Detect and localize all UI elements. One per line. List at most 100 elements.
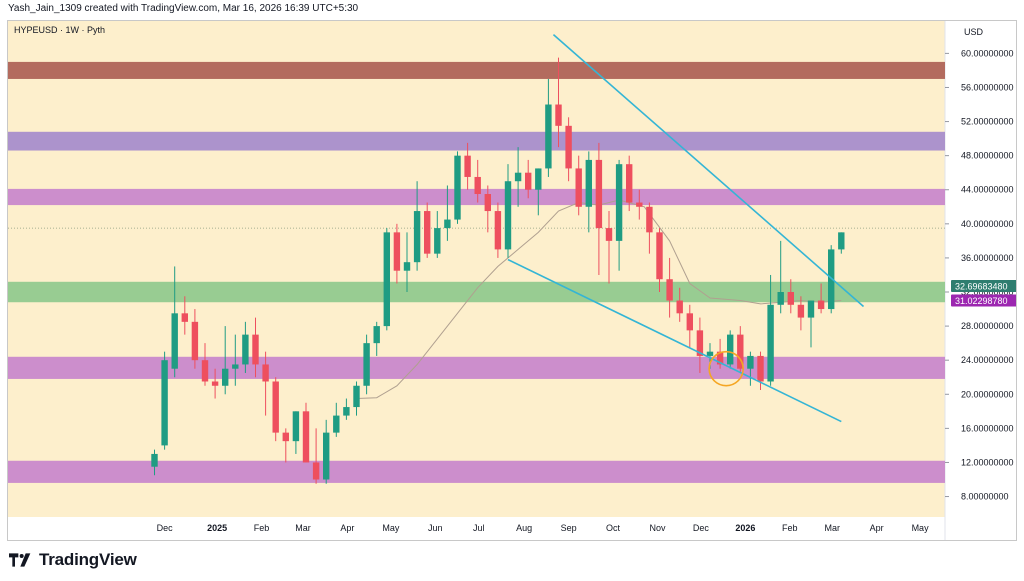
y-tick-label: 40.00000000 (961, 219, 1014, 229)
candle-body (211, 381, 219, 386)
x-tick-label: Mar (295, 523, 311, 533)
candle (413, 181, 421, 271)
y-tick-label: 20.00000000 (961, 389, 1014, 399)
candle (474, 159, 481, 203)
candle-body (656, 232, 663, 280)
tradingview-logo[interactable]: TradingView (9, 550, 137, 570)
candle-body (504, 181, 512, 250)
y-tick-label: 56.00000000 (961, 82, 1014, 92)
price-badge: 32.69683480 (951, 280, 1016, 293)
candle-body (343, 407, 350, 416)
candle-body (424, 211, 431, 254)
candle-body (262, 364, 269, 382)
candle-body (767, 304, 774, 382)
candle (605, 211, 613, 284)
y-tick-label: 36.00000000 (961, 253, 1014, 263)
candle (646, 202, 653, 254)
candle (292, 411, 300, 454)
candle-body (494, 211, 502, 250)
x-tick-label: Jul (473, 523, 485, 533)
candle (181, 296, 188, 335)
candle-body (595, 159, 603, 229)
candle-body (585, 159, 592, 207)
chart-credit: Yash_Jain_1309 created with TradingView.… (8, 3, 359, 14)
y-tick-label: 52.00000000 (961, 117, 1014, 127)
candle-body (434, 228, 441, 254)
y-tick-label: 48.00000000 (961, 151, 1014, 161)
candle (727, 330, 734, 369)
candle-body (363, 343, 370, 386)
y-tick-label: 44.00000000 (961, 185, 1014, 195)
candle-body (555, 104, 562, 126)
x-tick-label: 2025 (207, 523, 227, 533)
tradingview-brand: TradingView (39, 550, 137, 569)
candle-body (807, 300, 815, 318)
zone-49 (8, 131, 945, 151)
candle-body (292, 411, 300, 442)
y-tick-label: 24.00000000 (961, 355, 1014, 365)
candle (817, 283, 825, 314)
candle (343, 398, 350, 420)
candle-body (242, 334, 249, 365)
candle (242, 321, 249, 373)
candle-body (666, 279, 673, 301)
candle (555, 57, 562, 148)
candle-body (161, 360, 168, 446)
candle (454, 151, 461, 224)
candle-body (333, 415, 340, 433)
price-badge: 31.02298780 (951, 294, 1016, 307)
candle-body (373, 326, 380, 344)
candle (585, 151, 592, 233)
candle-body (706, 351, 714, 356)
candle (201, 343, 209, 386)
candle-body (323, 432, 330, 480)
candle (272, 377, 279, 442)
candle-body (272, 381, 279, 433)
candle-body (787, 292, 794, 305)
zone-43 (8, 188, 945, 206)
candle-body (525, 172, 532, 190)
candle (161, 351, 168, 450)
candle (575, 155, 582, 216)
candle-body (413, 211, 421, 263)
candle (373, 321, 380, 356)
footer: TradingView (9, 548, 137, 572)
x-tick-label: Mar (824, 523, 840, 533)
price-badge-bg (951, 280, 1016, 293)
candle (262, 351, 269, 416)
candle (787, 279, 794, 314)
candle-body (181, 313, 188, 322)
candle (434, 211, 441, 258)
candle (696, 317, 704, 373)
x-tick-label: Oct (606, 523, 621, 533)
candle (565, 117, 572, 182)
candle (444, 185, 451, 241)
candle-body (676, 300, 683, 314)
candle-body (353, 385, 360, 408)
candle-body (605, 228, 613, 241)
candle (363, 334, 370, 395)
candle (535, 168, 542, 216)
candle (353, 381, 360, 416)
candle (222, 326, 229, 395)
candle-body (444, 219, 451, 229)
candle-body (383, 232, 390, 327)
price-chart[interactable]: HYPEUSD · 1W · Pyth USD 60.00000000 56.0000… (8, 21, 1016, 540)
candle-body (777, 292, 784, 305)
currency-label: USD (964, 27, 984, 37)
candle (484, 185, 491, 233)
candle-body (312, 462, 320, 480)
candle-body (615, 164, 623, 241)
candle-body (757, 355, 764, 382)
lower-trendline (507, 258, 842, 423)
candle-body (232, 364, 239, 369)
candle-body (171, 313, 178, 369)
candle (807, 300, 815, 348)
candle (676, 287, 683, 322)
candle (747, 351, 754, 386)
candle (403, 232, 411, 293)
candle (464, 142, 471, 190)
candle-body (565, 125, 572, 169)
candle (211, 368, 219, 399)
candle (494, 202, 502, 258)
